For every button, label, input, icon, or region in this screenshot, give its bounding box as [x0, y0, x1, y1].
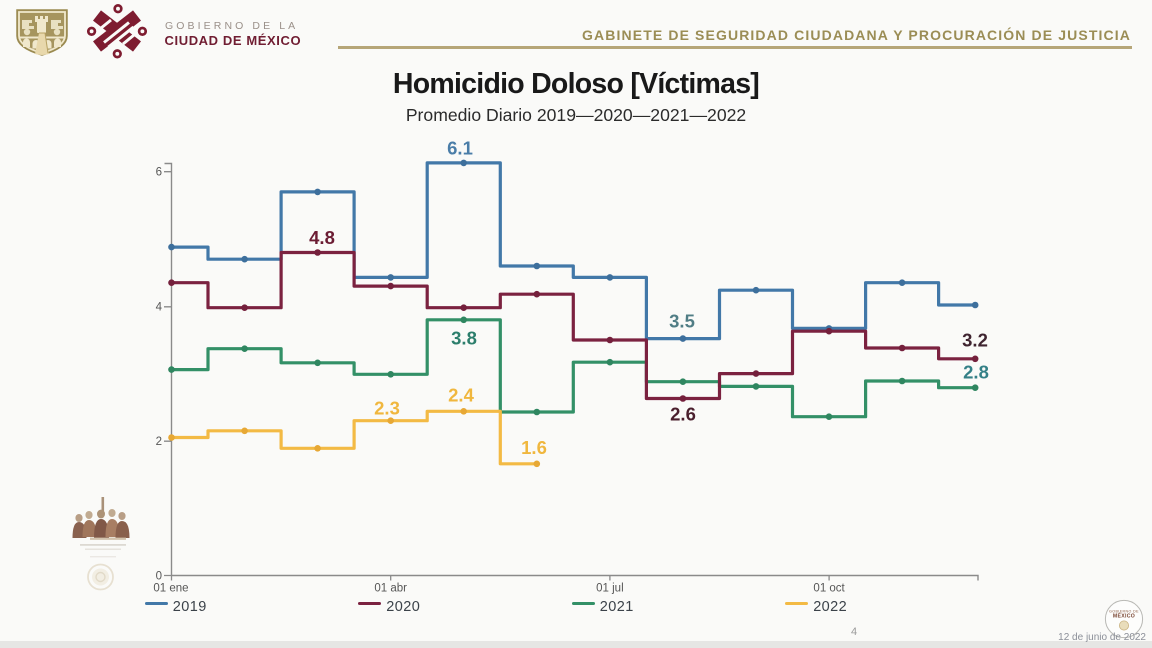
svg-text:4: 4	[156, 302, 163, 314]
svg-text:4.8: 4.8	[309, 227, 335, 248]
svg-text:2.6: 2.6	[670, 404, 696, 425]
svg-text:01 oct: 01 oct	[813, 583, 845, 595]
svg-text:0: 0	[156, 570, 162, 582]
svg-text:01 ene: 01 ene	[153, 583, 188, 595]
svg-text:1.6: 1.6	[521, 437, 547, 458]
svg-text:2.4: 2.4	[448, 385, 474, 406]
svg-text:3.5: 3.5	[669, 311, 695, 332]
svg-text:6: 6	[156, 167, 162, 179]
svg-text:MÉXICO: MÉXICO	[1113, 612, 1135, 620]
svg-text:GOBIERNO DE: GOBIERNO DE	[1109, 610, 1139, 614]
svg-text:2.3: 2.3	[374, 398, 400, 419]
svg-text:6.1: 6.1	[447, 138, 473, 159]
svg-text:2.8: 2.8	[963, 362, 989, 383]
svg-text:3.2: 3.2	[962, 330, 988, 351]
svg-text:01 jul: 01 jul	[596, 583, 624, 595]
svg-text:3.8: 3.8	[451, 328, 477, 349]
svg-text:01 abr: 01 abr	[374, 583, 407, 595]
svg-text:2: 2	[156, 436, 162, 448]
